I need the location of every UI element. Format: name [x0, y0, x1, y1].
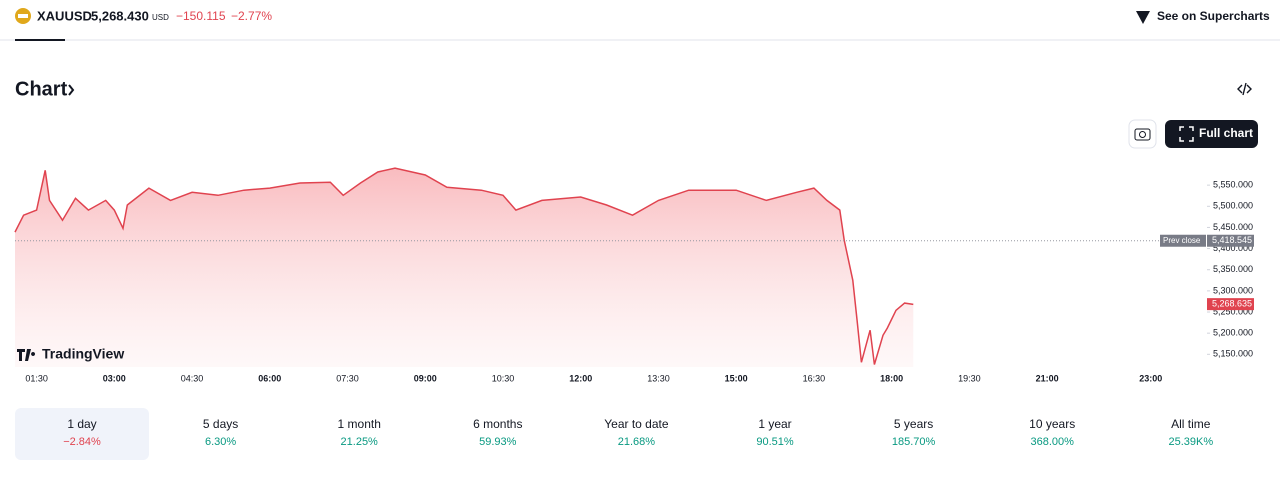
snapshot-button[interactable] — [1128, 119, 1157, 149]
full-chart-button[interactable] — [1165, 120, 1258, 148]
x-tick-label: 04:30 — [181, 373, 204, 383]
range-change: −2.84% — [63, 436, 101, 448]
x-tick-label: 10:30 — [492, 373, 515, 383]
range-label[interactable]: Year to date — [604, 417, 669, 431]
prev-close-label: 5,418.545 — [1212, 235, 1252, 245]
range-change: 25.39K% — [1168, 436, 1213, 448]
x-tick-label: 16:30 — [803, 373, 826, 383]
embed-icon[interactable] — [1237, 82, 1252, 96]
currency: USD — [152, 13, 169, 22]
range-label[interactable]: 1 year — [758, 417, 791, 431]
x-tick-label: 07:30 — [336, 373, 359, 383]
y-tick-label: 5,150.000 — [1213, 349, 1253, 359]
symbol-logo-mark — [18, 14, 28, 18]
range-change: 6.30% — [205, 436, 236, 448]
range-label[interactable]: 10 years — [1029, 417, 1075, 431]
x-tick-label: 01:30 — [25, 373, 48, 383]
range-label[interactable]: All time — [1171, 417, 1211, 431]
range-change: 21.25% — [341, 436, 379, 448]
range-tabs: 1 day −2.84% 5 days 6.30% 1 month 21.25% 6 mon… — [15, 408, 1213, 460]
change: −150.115 — [176, 9, 226, 23]
x-tick-label: 09:00 — [414, 373, 437, 383]
x-tick-label: 06:00 — [258, 373, 281, 383]
supercharts-link[interactable]: See on Supercharts — [1157, 9, 1270, 23]
last-price-label: 5,268.635 — [1212, 299, 1252, 309]
fullscreen-icon — [1179, 126, 1194, 142]
range-change: 90.51% — [756, 436, 794, 448]
x-tick-label: 21:00 — [1036, 373, 1059, 383]
range-label[interactable]: 5 days — [203, 417, 238, 431]
range-tab-selected[interactable] — [15, 408, 149, 460]
supercharts-icon[interactable] — [1136, 11, 1150, 24]
brand: TradingView — [42, 346, 124, 362]
range-change: 185.70% — [892, 436, 936, 448]
y-tick-label: 5,200.000 — [1213, 328, 1253, 338]
x-tick-label: 13:30 — [647, 373, 670, 383]
range-change: 21.68% — [618, 436, 656, 448]
change-percent: −2.77% — [231, 9, 272, 23]
prev-close-label-bg — [1207, 234, 1254, 247]
price: 5,268.430 — [91, 8, 149, 23]
y-tick-label: 5,500.000 — [1213, 201, 1253, 211]
symbol: XAUUSD — [37, 8, 92, 23]
range-change: 59.93% — [479, 436, 517, 448]
price-line — [14, 167, 914, 365]
prev-close-tag — [1160, 234, 1206, 247]
y-tick-label: 5,350.000 — [1213, 264, 1253, 274]
last-price-bg — [1207, 298, 1254, 311]
range-change: 368.00% — [1030, 436, 1074, 448]
range-label[interactable]: 5 years — [894, 417, 933, 431]
x-tick-label: 15:00 — [725, 373, 748, 383]
x-tick-label: 18:00 — [880, 373, 903, 383]
x-tick-label: 23:00 — [1139, 373, 1162, 383]
y-tick-label: 5,300.000 — [1213, 285, 1253, 295]
x-tick-label: 03:00 — [103, 373, 126, 383]
brand-logo — [17, 349, 36, 361]
y-tick-label: 5,550.000 — [1213, 180, 1253, 190]
range-label[interactable]: 1 month — [338, 417, 381, 431]
prev-close-name: Prev close — [1163, 236, 1201, 245]
x-tick-label: 12:00 — [569, 373, 592, 383]
y-tick-label: 5,450.000 — [1213, 222, 1253, 232]
full-chart-label: Full chart — [1199, 126, 1253, 140]
range-label[interactable]: 6 months — [473, 417, 522, 431]
section-title[interactable]: Chart — [15, 78, 68, 100]
plot: 5,150.000 5,200.000 5,250.000 5,300.000 5,35… — [14, 167, 1254, 383]
y-tick-label: 5,250.000 — [1213, 306, 1253, 316]
range-label[interactable]: 1 day — [67, 417, 96, 431]
camera-icon — [1134, 128, 1151, 141]
x-tick-label: 19:30 — [958, 373, 981, 383]
area — [15, 168, 914, 367]
y-tick-label: 5,400.000 — [1213, 243, 1253, 253]
chevron — [68, 84, 75, 96]
camera-lens — [1139, 131, 1146, 138]
